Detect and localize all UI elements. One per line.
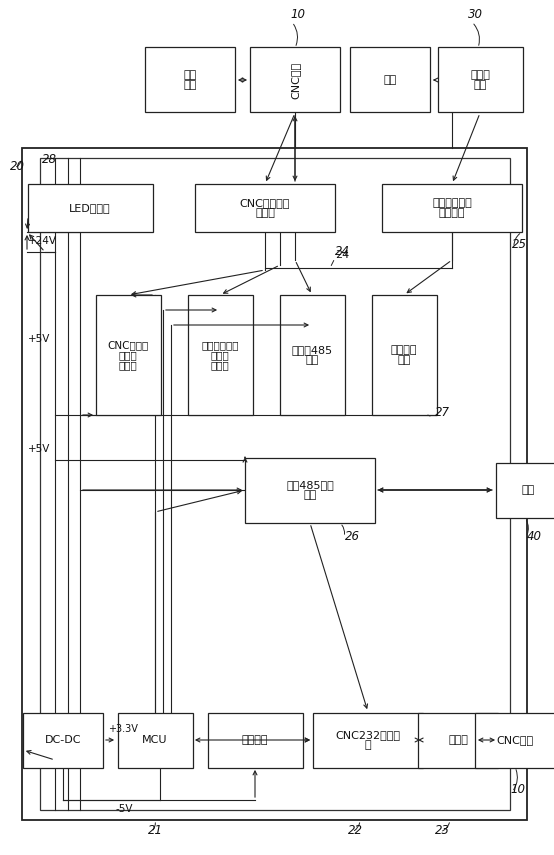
Text: 输出接口: 输出接口 xyxy=(439,209,465,218)
Text: 电机: 电机 xyxy=(383,75,397,85)
Text: CNC机床: CNC机床 xyxy=(496,735,534,745)
Text: 动器: 动器 xyxy=(473,80,486,91)
Bar xyxy=(495,463,554,517)
Bar xyxy=(28,184,152,232)
Text: 中转站: 中转站 xyxy=(448,735,468,745)
Bar xyxy=(23,712,103,768)
Text: CNC232通讯接: CNC232通讯接 xyxy=(336,729,401,740)
Text: LED指示灯: LED指示灯 xyxy=(69,203,111,213)
Text: CNC输入、输: CNC输入、输 xyxy=(240,198,290,208)
Text: 模式选择: 模式选择 xyxy=(391,345,417,355)
Text: 30: 30 xyxy=(468,8,483,21)
Bar xyxy=(22,148,527,820)
Bar xyxy=(438,48,522,113)
Text: 24: 24 xyxy=(335,245,350,258)
Text: +5V: +5V xyxy=(28,334,50,344)
Text: 26: 26 xyxy=(345,530,360,543)
Text: 输出隔: 输出隔 xyxy=(211,350,229,360)
Bar xyxy=(382,184,522,232)
Text: 出接口: 出接口 xyxy=(255,209,275,218)
Bar xyxy=(350,48,430,113)
Text: 10: 10 xyxy=(290,8,305,21)
Text: 27: 27 xyxy=(435,406,450,419)
Text: 离驱动: 离驱动 xyxy=(211,360,229,370)
Text: 通讯: 通讯 xyxy=(305,356,319,365)
Text: 40: 40 xyxy=(527,530,542,543)
Bar xyxy=(475,712,554,768)
Bar xyxy=(250,48,340,113)
Text: CNC输入、: CNC输入、 xyxy=(107,340,148,350)
Bar xyxy=(372,295,437,415)
Text: 口: 口 xyxy=(365,740,371,751)
Text: 10: 10 xyxy=(510,783,525,796)
Text: 接口: 接口 xyxy=(304,491,317,500)
Text: 手轮485通讯: 手轮485通讯 xyxy=(286,480,334,490)
Text: 操作: 操作 xyxy=(183,69,197,80)
Bar xyxy=(117,712,192,768)
Text: +24V: +24V xyxy=(28,236,57,246)
Bar xyxy=(95,295,161,415)
Text: 24: 24 xyxy=(335,250,349,260)
Text: 离驱动: 离驱动 xyxy=(119,360,137,370)
Bar xyxy=(245,457,375,522)
Text: 手轮: 手轮 xyxy=(521,485,535,495)
Bar xyxy=(418,712,498,768)
Text: 驱动器输入、: 驱动器输入、 xyxy=(432,198,472,208)
Text: 输出隔: 输出隔 xyxy=(119,350,137,360)
Text: 驱动器输入、: 驱动器输入、 xyxy=(201,340,239,350)
Text: -5V: -5V xyxy=(115,804,132,814)
Text: DC-DC: DC-DC xyxy=(45,735,81,745)
Bar xyxy=(208,712,302,768)
Bar xyxy=(145,48,235,113)
Text: 22: 22 xyxy=(348,824,363,837)
Text: CNC机床: CNC机床 xyxy=(290,62,300,98)
Text: 21: 21 xyxy=(148,824,163,837)
Text: 25: 25 xyxy=(512,238,527,251)
Bar xyxy=(280,295,345,415)
Text: 28: 28 xyxy=(42,153,57,166)
Text: 20: 20 xyxy=(10,160,25,173)
Text: 面板: 面板 xyxy=(183,80,197,91)
Text: +3.3V: +3.3V xyxy=(108,724,138,734)
Bar xyxy=(313,712,423,768)
Bar xyxy=(195,184,335,232)
Text: 驱动器485: 驱动器485 xyxy=(291,345,332,355)
Text: 23: 23 xyxy=(435,824,450,837)
Text: +5V: +5V xyxy=(28,444,50,454)
Bar xyxy=(40,158,510,810)
Text: MCU: MCU xyxy=(142,735,168,745)
Text: 隔离电源: 隔离电源 xyxy=(242,735,268,745)
Text: 电机驱: 电机驱 xyxy=(470,69,490,80)
Bar xyxy=(187,295,253,415)
Text: 开关: 开关 xyxy=(397,356,411,365)
